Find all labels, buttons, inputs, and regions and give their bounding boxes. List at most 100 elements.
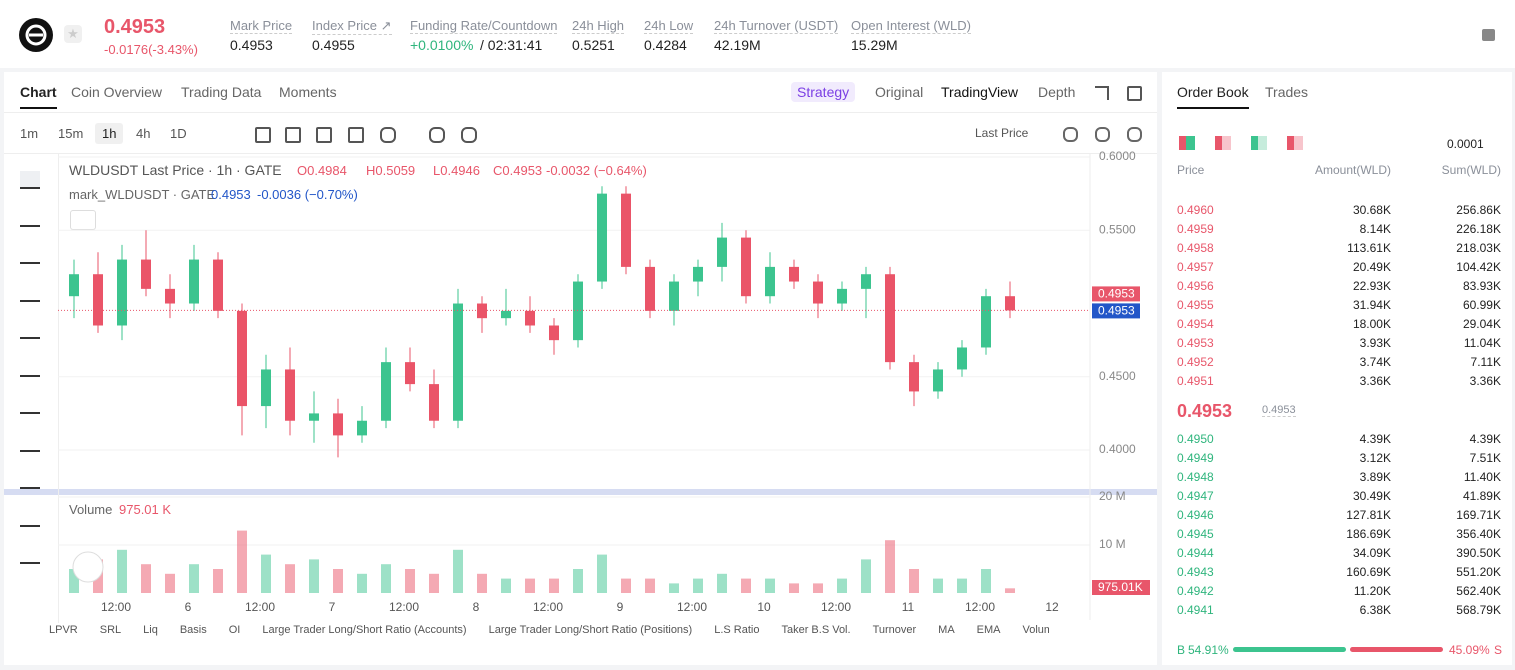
indicator[interactable]: Liq bbox=[143, 624, 158, 636]
indicator[interactable]: LPVR bbox=[49, 624, 78, 636]
indicator[interactable]: SRL bbox=[99, 624, 122, 636]
ob-layout[interactable] bbox=[1215, 136, 1231, 150]
drawing-tool[interactable] bbox=[20, 246, 40, 264]
ob-sum: 4.39K bbox=[1469, 432, 1501, 446]
ob-layout[interactable] bbox=[1179, 136, 1195, 150]
redo[interactable] bbox=[461, 127, 477, 143]
drawing-tool[interactable] bbox=[20, 509, 40, 527]
candle-body bbox=[405, 362, 415, 385]
indicator-bar: LPVR SRL Liq Basis OI Large Trader Long/Short… bbox=[49, 624, 1049, 636]
volume-bar bbox=[285, 564, 295, 593]
volume-bar bbox=[261, 554, 271, 593]
drawing-tool[interactable] bbox=[20, 359, 40, 377]
ob-layout[interactable] bbox=[1251, 136, 1267, 150]
replay[interactable] bbox=[316, 127, 332, 143]
drawing-tool[interactable] bbox=[20, 209, 40, 227]
ob-price: 0.4955 bbox=[1177, 298, 1214, 312]
drawing-tool[interactable] bbox=[20, 546, 40, 564]
window[interactable] bbox=[1127, 86, 1142, 101]
volume-bar bbox=[909, 569, 919, 593]
indicator[interactable]: EMA bbox=[976, 624, 1001, 636]
drawing-tool[interactable] bbox=[20, 471, 40, 489]
chart-type[interactable] bbox=[255, 127, 271, 143]
collapse[interactable] bbox=[70, 210, 96, 230]
add-indicator[interactable] bbox=[380, 127, 396, 143]
y-tick-label: 0.5500 bbox=[1099, 222, 1136, 236]
candle-body bbox=[885, 274, 895, 363]
volume-title: Volume bbox=[69, 502, 113, 517]
tab[interactable]: Trading Data bbox=[181, 84, 262, 100]
ob-amount: 11.20K bbox=[1353, 584, 1391, 598]
indicator[interactable]: Volume bbox=[1022, 624, 1049, 636]
drawing-tool[interactable] bbox=[20, 171, 40, 189]
y-tick-label: 0.4500 bbox=[1099, 369, 1136, 383]
template[interactable] bbox=[348, 127, 364, 143]
candle-body bbox=[957, 347, 967, 370]
volume-bar bbox=[549, 578, 559, 593]
interval[interactable]: 15m bbox=[58, 126, 84, 141]
ob-sum: 7.11K bbox=[1470, 355, 1501, 369]
ob-tab[interactable]: Trades bbox=[1265, 84, 1309, 100]
undo[interactable] bbox=[429, 127, 445, 143]
stat-label: Index Price ↗ bbox=[312, 18, 392, 35]
settings[interactable] bbox=[1127, 127, 1142, 142]
mark-price-tag bbox=[1092, 303, 1140, 319]
ob-layout[interactable] bbox=[1287, 136, 1303, 150]
volume-tag-label: 975.01K bbox=[1098, 580, 1143, 594]
stat-value: 15.29M bbox=[851, 37, 898, 53]
view-tab[interactable]: Original bbox=[875, 84, 924, 100]
x-tick-label: 12:00 bbox=[821, 600, 851, 614]
legend-ohlc: H0.5059 bbox=[366, 163, 416, 178]
candle-body bbox=[861, 274, 871, 289]
ob-sum: 104.42K bbox=[1456, 260, 1501, 274]
interval[interactable]: 1m bbox=[20, 126, 39, 141]
ob-tab[interactable]: Order Book bbox=[1177, 84, 1249, 109]
price-type[interactable]: Last Price bbox=[975, 126, 1029, 140]
camera[interactable] bbox=[1095, 127, 1110, 142]
view-tab[interactable]: Depth bbox=[1038, 84, 1076, 100]
candle-body bbox=[213, 259, 223, 311]
tab[interactable]: Moments bbox=[279, 84, 337, 100]
ob-price: 0.4944 bbox=[1177, 546, 1214, 560]
indicator[interactable]: L.S Ratio bbox=[714, 624, 760, 636]
view-tab[interactable]: Strategy bbox=[791, 82, 856, 102]
volume-bar bbox=[381, 564, 391, 593]
candle-body bbox=[933, 369, 943, 392]
tab[interactable]: Chart bbox=[20, 84, 57, 109]
interval[interactable]: 1D bbox=[170, 126, 187, 141]
volume-bar bbox=[1005, 588, 1015, 593]
precision[interactable]: 0.0001 bbox=[1447, 137, 1484, 151]
candle-body bbox=[549, 325, 559, 341]
indicator[interactable]: Turnover bbox=[872, 624, 917, 636]
drawing-tool[interactable] bbox=[20, 321, 40, 339]
drawing-tool[interactable] bbox=[20, 284, 40, 302]
indicator[interactable]: MA bbox=[938, 624, 955, 636]
volume-bar bbox=[765, 578, 775, 593]
drawing-tool[interactable] bbox=[20, 396, 40, 414]
ob-sum: 390.50K bbox=[1456, 546, 1501, 560]
drawing-tool[interactable] bbox=[20, 434, 40, 452]
candle-body bbox=[717, 237, 727, 267]
favorite[interactable]: ★ bbox=[64, 25, 82, 43]
stat-label: Open Interest (WLD) bbox=[851, 18, 971, 34]
search[interactable] bbox=[1063, 127, 1078, 142]
stat-value: 0.4955 bbox=[312, 37, 355, 53]
x-tick-label: 12:00 bbox=[245, 600, 275, 614]
indicator[interactable]: Large Trader Long/Short Ratio (Accounts) bbox=[262, 624, 467, 636]
interval[interactable]: 4h bbox=[136, 126, 151, 141]
indicator[interactable] bbox=[285, 127, 301, 143]
candle-body bbox=[117, 259, 127, 326]
indicator[interactable]: Taker B.S Vol. bbox=[781, 624, 851, 636]
indicator[interactable]: Basis bbox=[179, 624, 207, 636]
view-tab[interactable]: TradingView bbox=[941, 84, 1019, 100]
ob-sum: 218.03K bbox=[1456, 241, 1501, 255]
ob-sum: 7.51K bbox=[1469, 451, 1501, 465]
ob-amount: 3.36K bbox=[1359, 374, 1391, 388]
tab[interactable]: Coin Overview bbox=[71, 84, 163, 100]
x-tick-label: 12:00 bbox=[965, 600, 995, 614]
candle-body bbox=[261, 369, 271, 407]
fullscreen[interactable] bbox=[1095, 86, 1109, 100]
interval[interactable]: 1h bbox=[95, 123, 124, 144]
indicator[interactable]: Large Trader Long/Short Ratio (Positions… bbox=[488, 624, 693, 636]
indicator[interactable]: OI bbox=[228, 624, 241, 636]
